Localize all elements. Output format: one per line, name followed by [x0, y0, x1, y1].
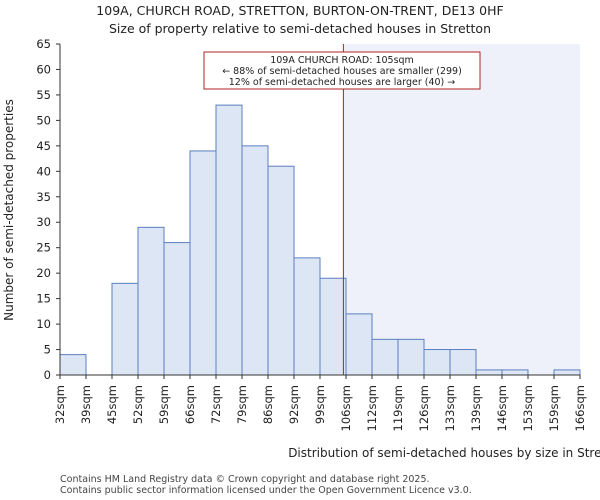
annotation-line-1: 109A CHURCH ROAD: 105sqm: [270, 55, 414, 66]
x-tick-label-52sqm: 52sqm: [131, 385, 145, 424]
y-tick-label-25: 25: [36, 241, 51, 255]
bar-119sqm: [397, 338, 425, 376]
bar-112sqm: [371, 338, 399, 376]
y-tick-label-50: 50: [36, 113, 51, 127]
x-tick-label-159sqm: 159sqm: [547, 385, 561, 431]
y-tick-label-65: 65: [36, 37, 51, 51]
x-tick-label-45sqm: 45sqm: [105, 385, 119, 424]
x-tick-label-112sqm: 112sqm: [365, 385, 379, 431]
bar-52sqm: [137, 226, 165, 376]
y-tick-label-55: 55: [36, 88, 51, 102]
x-tick-label-66sqm: 66sqm: [183, 385, 197, 424]
annotation-line-3: 12% of semi-detached houses are larger (…: [229, 77, 456, 88]
x-tick-label-86sqm: 86sqm: [261, 385, 275, 424]
x-tick-label-166sqm: 166sqm: [573, 385, 587, 431]
y-tick-label-60: 60: [36, 62, 51, 76]
y-tick-label-20: 20: [36, 266, 51, 280]
x-tick-label-39sqm: 39sqm: [79, 385, 93, 424]
x-tick-label-139sqm: 139sqm: [469, 385, 483, 431]
x-tick-label-59sqm: 59sqm: [157, 385, 171, 424]
bar-146sqm: [501, 369, 529, 376]
chart-subtitle: Size of property relative to semi-detach…: [108, 21, 492, 36]
y-axis-label: Number of semi-detached properties: [2, 99, 16, 321]
chart-title: 109A, CHURCH ROAD, STRETTON, BURTON-ON-T…: [96, 3, 504, 18]
bar-45sqm: [111, 282, 139, 376]
y-tick-label-10: 10: [36, 317, 51, 331]
y-tick-label-15: 15: [36, 292, 51, 306]
bar-106sqm: [345, 313, 373, 376]
bar-72sqm: [215, 104, 243, 376]
x-tick-label-153sqm: 153sqm: [521, 385, 535, 431]
bar-59sqm: [163, 242, 191, 376]
bar-126sqm: [423, 349, 451, 376]
x-tick-label-126sqm: 126sqm: [417, 385, 431, 431]
x-tick-label-146sqm: 146sqm: [495, 385, 509, 431]
y-tick-label-0: 0: [44, 368, 51, 382]
x-tick-label-32sqm: 32sqm: [53, 385, 67, 424]
x-tick-label-92sqm: 92sqm: [287, 385, 301, 424]
bar-139sqm: [475, 369, 503, 376]
bar-86sqm: [267, 165, 295, 376]
bar-32sqm: [59, 354, 87, 376]
x-tick-label-106sqm: 106sqm: [339, 385, 353, 431]
x-axis-label: Distribution of semi-detached houses by …: [288, 446, 600, 460]
bar-79sqm: [241, 145, 269, 376]
x-tick-label-79sqm: 79sqm: [235, 385, 249, 424]
y-tick-label-5: 5: [44, 343, 51, 357]
x-tick-label-119sqm: 119sqm: [391, 385, 405, 431]
larger-region-shade: [343, 44, 580, 375]
footer-line-1: Contains HM Land Registry data © Crown c…: [60, 474, 430, 485]
bar-99sqm: [319, 277, 347, 376]
y-tick-label-30: 30: [36, 215, 51, 229]
x-tick-label-99sqm: 99sqm: [313, 385, 327, 424]
x-tick-label-133sqm: 133sqm: [443, 385, 457, 431]
annotation-line-2: ← 88% of semi-detached houses are smalle…: [222, 66, 462, 77]
annotation-box: [203, 51, 481, 90]
y-tick-label-35: 35: [36, 190, 51, 204]
x-tick-label-72sqm: 72sqm: [209, 385, 223, 424]
bar-159sqm: [553, 369, 581, 376]
y-tick-label-45: 45: [36, 139, 51, 153]
bar-133sqm: [449, 349, 477, 376]
y-tick-label-40: 40: [36, 164, 51, 178]
bar-66sqm: [189, 150, 217, 376]
footer-line-2: Contains public sector information licen…: [60, 485, 472, 496]
bar-92sqm: [293, 257, 321, 376]
